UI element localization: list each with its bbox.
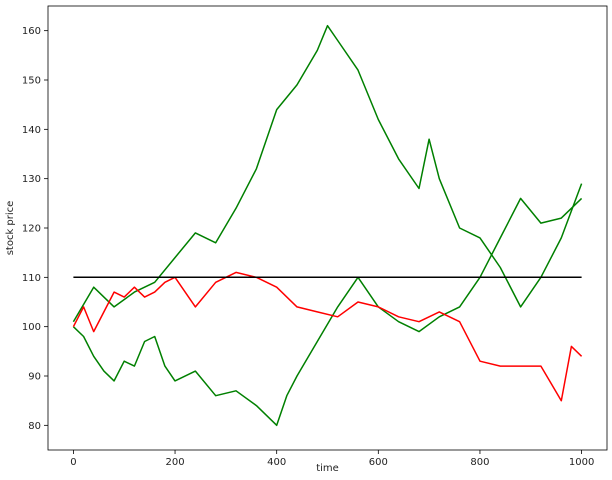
- x-tick-label: 600: [369, 457, 388, 468]
- y-tick-label: 150: [22, 76, 41, 87]
- y-tick-label: 90: [28, 372, 41, 383]
- y-axis-label: stock price: [5, 201, 16, 256]
- x-tick-label: 400: [267, 457, 286, 468]
- series-line-2: [72, 197, 583, 427]
- y-tick-label: 140: [22, 125, 41, 136]
- y-tick-label: 130: [22, 174, 41, 185]
- y-axis-ticks: 80 90 100 110 120 130 140 150 160: [22, 26, 48, 432]
- series-line-1: [72, 24, 583, 323]
- y-tick-label: 100: [22, 322, 41, 333]
- x-tick-label: 200: [165, 457, 184, 468]
- y-tick-label: 110: [22, 273, 41, 284]
- x-axis-ticks: 0 200 400 600 800 1000: [70, 450, 594, 468]
- y-tick-label: 160: [22, 26, 41, 37]
- x-tick-label: 0: [70, 457, 76, 468]
- x-tick-label: 800: [470, 457, 489, 468]
- x-tick-label: 1000: [569, 457, 594, 468]
- plot-frame: [47, 5, 608, 451]
- series-line-3: [72, 271, 583, 402]
- y-tick-label: 120: [22, 224, 41, 235]
- x-axis-label: time: [316, 463, 339, 474]
- series-layer: [72, 24, 583, 427]
- y-tick-label: 80: [28, 421, 41, 432]
